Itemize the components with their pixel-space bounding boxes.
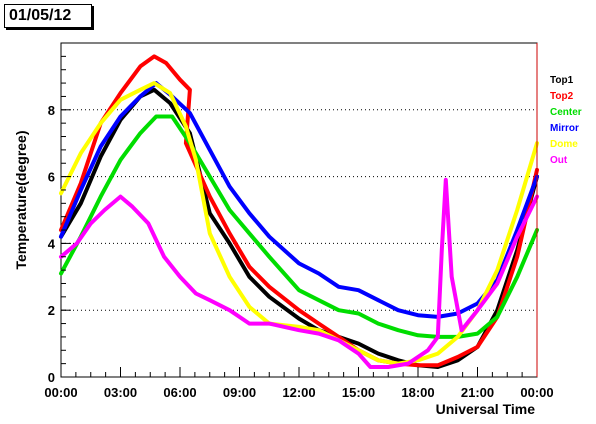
x-tick-label: 06:00 [163, 385, 196, 400]
y-tick-label: 4 [48, 236, 56, 251]
x-tick-label: 00:00 [520, 385, 553, 400]
y-tick-label: 2 [48, 303, 55, 318]
legend-entry-center: Center [550, 107, 582, 118]
y-tick-label: 8 [48, 103, 55, 118]
axes: 0 2 4 6 8 00:00 03:00 06:00 09:00 12:00 15:00 18:00… [44, 43, 554, 400]
x-tick-label: 00:00 [44, 385, 77, 400]
x-tick-label: 03:00 [104, 385, 137, 400]
x-tick-label: 18:00 [401, 385, 434, 400]
x-axis-title: Universal Time [436, 401, 536, 417]
x-tick-label: 12:00 [282, 385, 315, 400]
y-tick-label: 6 [48, 170, 55, 185]
legend-entry-dome: Dome [550, 139, 578, 150]
legend: Top1 Top2 Center Mirror Dome Out [550, 75, 582, 166]
legend-entry-out: Out [550, 155, 568, 166]
series-out [59, 177, 539, 369]
y-tick-label: 0 [48, 370, 55, 385]
legend-entry-mirror: Mirror [550, 123, 579, 134]
x-tick-label: 09:00 [223, 385, 256, 400]
chart-title: 01/05/12 [4, 4, 92, 28]
legend-entry-top1: Top1 [550, 75, 574, 86]
x-tick-label: 15:00 [342, 385, 375, 400]
y-axis-title: Temperature(degree) [13, 130, 29, 269]
series-top2 [59, 54, 539, 368]
x-tick-label: 21:00 [461, 385, 494, 400]
series-layer [59, 54, 539, 369]
legend-entry-top2: Top2 [550, 91, 574, 102]
